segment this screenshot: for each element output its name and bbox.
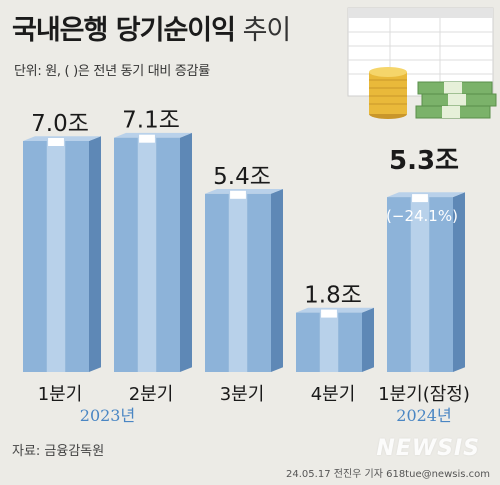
value-label: 7.1조 [122, 108, 180, 134]
bar-side [271, 189, 283, 372]
bar-band [46, 141, 66, 372]
tick-label: 2분기 [129, 384, 174, 405]
tick-label: 3분기 [220, 384, 265, 405]
bar-1 [23, 136, 101, 372]
bar-5 [387, 192, 465, 372]
value-label: 5.3조 [389, 146, 459, 176]
bar-4 [296, 307, 374, 372]
bar-band [137, 137, 157, 372]
value-label: 5.4조 [213, 164, 271, 190]
bar-band [319, 312, 339, 372]
gold-coins-icon [369, 67, 407, 119]
source-note: 자료: 금융감독원 [12, 444, 105, 459]
bar-side [89, 136, 101, 372]
title-light: 추이 [242, 15, 292, 46]
tick-label: 1분기(잠정) [378, 384, 470, 405]
bar-band-tab [48, 138, 64, 146]
bar-band-tab [412, 194, 428, 203]
bar-band-tab [321, 309, 337, 318]
value-label: 7.0조 [31, 111, 89, 137]
bar-3 [205, 189, 283, 372]
bar-side [180, 132, 192, 372]
year-label: 2023년 [80, 406, 135, 425]
bar-2 [114, 132, 192, 372]
change-label: (−24.1%) [386, 207, 458, 225]
credit-line: 24.05.17 전진우 기자 618tue@newsis.com [286, 469, 490, 480]
value-label: 1.8조 [304, 283, 362, 309]
bar-band [410, 197, 430, 372]
banknote-stack-icon [415, 81, 497, 119]
tick-label: 1분기 [38, 384, 83, 405]
bar-band-tab [230, 190, 246, 199]
unit-note: 단위: 원, ( )은 전년 동기 대비 증감률 [14, 64, 210, 79]
page-title: 국내은행 당기순이익 추이 [12, 8, 292, 47]
year-label: 2024년 [396, 406, 451, 425]
title-bold: 국내은행 당기순이익 [12, 15, 236, 46]
tick-label: 4분기 [311, 384, 356, 405]
newsis-logo: NEWSIS [376, 436, 480, 461]
bar-band-tab [139, 134, 155, 143]
money-stack-illustration [347, 7, 497, 119]
bar-band [228, 193, 248, 372]
bar-side [453, 192, 465, 372]
bar-side [362, 307, 374, 372]
